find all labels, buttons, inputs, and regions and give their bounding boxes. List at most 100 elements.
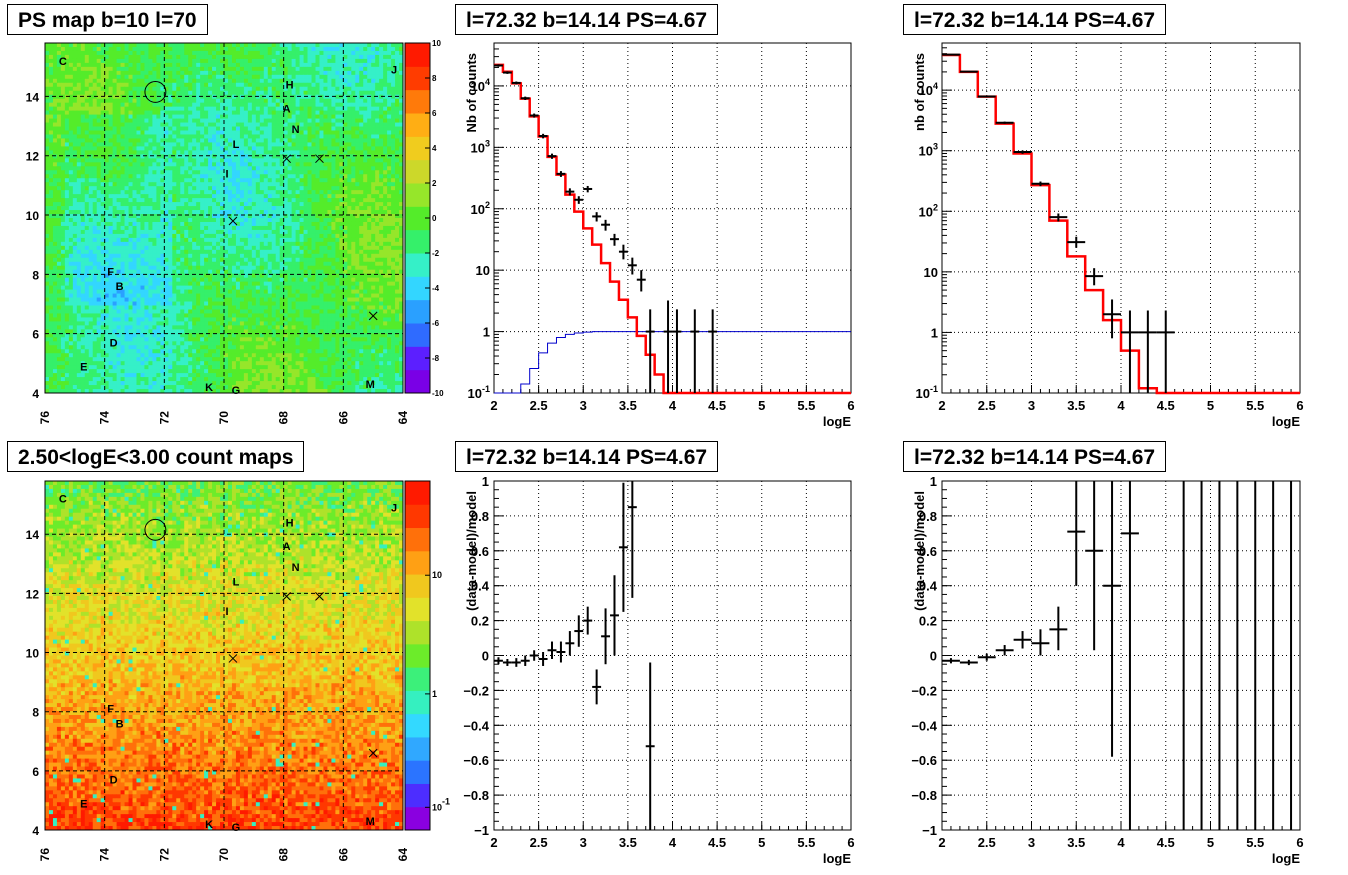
map-cell <box>395 194 400 199</box>
map-cell <box>311 126 316 131</box>
map-cell <box>375 166 380 171</box>
map-cell <box>196 210 201 215</box>
map-cell <box>383 245 388 251</box>
map-cell <box>45 150 50 155</box>
map-cell <box>271 62 277 68</box>
map-cell <box>331 106 336 112</box>
map-cell <box>200 182 205 187</box>
map-cell <box>64 86 70 92</box>
map-cell <box>383 54 388 60</box>
map-cell <box>235 162 241 167</box>
map-cell <box>239 70 245 76</box>
map-cell <box>247 122 253 127</box>
map-cell <box>227 194 233 199</box>
map-cell <box>216 150 221 155</box>
map-cell <box>355 94 360 100</box>
map-cell <box>251 106 257 112</box>
map-cell <box>64 182 70 187</box>
map-cell <box>60 202 66 207</box>
map-cell <box>331 170 336 175</box>
map-cell <box>311 86 316 92</box>
map-cell <box>395 245 400 251</box>
map-cell <box>152 110 157 115</box>
map-cell <box>299 166 304 171</box>
map-cell <box>323 94 328 100</box>
map-cell <box>303 241 308 247</box>
map-cell <box>351 58 356 64</box>
map-cell <box>72 94 78 100</box>
map-cell <box>255 46 261 52</box>
map-cell <box>315 214 320 219</box>
map-cell <box>255 142 261 147</box>
map-cell <box>124 86 129 92</box>
map-cell <box>383 114 388 119</box>
map-cell <box>192 245 197 251</box>
map-cell <box>148 62 153 68</box>
map-cell <box>395 190 400 195</box>
map-cell <box>263 74 269 80</box>
map-cell <box>188 257 193 263</box>
map-cell <box>168 66 173 72</box>
res-right-title: l=72.32 b=14.14 PS=4.67 <box>903 441 1167 472</box>
map-cell <box>48 122 54 127</box>
map-cell <box>60 138 66 143</box>
map-cell <box>124 249 129 255</box>
map-cell <box>72 162 78 167</box>
map-cell <box>72 233 78 239</box>
map-cell <box>56 90 62 96</box>
map-cell <box>180 66 185 72</box>
map-cell <box>172 130 177 135</box>
map-cell <box>76 210 82 215</box>
map-cell <box>84 237 90 243</box>
map-cell <box>224 106 229 112</box>
map-cell <box>212 134 217 139</box>
map-cell <box>347 134 352 139</box>
map-cell <box>375 106 380 112</box>
map-cell <box>379 70 384 76</box>
map-cell <box>307 138 312 143</box>
map-cell <box>152 221 157 227</box>
map-cell <box>363 150 368 155</box>
map-cell <box>243 110 249 115</box>
map-cell <box>255 102 261 108</box>
map-cell <box>331 214 336 219</box>
map-cell <box>315 202 320 207</box>
map-cell <box>48 190 54 195</box>
map-cell <box>319 186 324 191</box>
map-cell <box>295 218 300 223</box>
map-cell <box>160 66 165 72</box>
map-cell <box>96 138 102 143</box>
map-cell <box>255 249 261 255</box>
map-cell <box>307 202 312 207</box>
map-cell <box>100 229 106 235</box>
map-cell <box>132 126 137 131</box>
map-cell <box>204 118 209 123</box>
map-cell <box>283 253 289 259</box>
map-cell <box>96 186 102 191</box>
map-cell <box>60 170 66 175</box>
map-cell <box>267 62 273 68</box>
map-cell <box>176 182 181 187</box>
map-cell <box>387 118 392 123</box>
map-cell <box>343 210 348 215</box>
map-cell <box>295 74 300 80</box>
map-cell <box>116 106 121 112</box>
map-cell <box>224 58 229 64</box>
map-cell <box>311 58 316 64</box>
map-cell <box>327 58 332 64</box>
map-cell <box>239 138 245 143</box>
map-cell <box>255 54 261 60</box>
map-cell <box>239 154 245 159</box>
map-cell <box>323 43 328 48</box>
map-cell <box>379 257 384 263</box>
map-cell <box>92 66 98 72</box>
map-cell <box>247 186 253 191</box>
map-cell <box>227 106 233 112</box>
map-cell <box>315 174 320 179</box>
map-cell <box>283 122 289 127</box>
map-cell <box>128 241 133 247</box>
map-cell <box>307 162 312 167</box>
map-cell <box>140 233 145 239</box>
map-cell <box>45 114 50 119</box>
map-cell <box>335 194 340 199</box>
